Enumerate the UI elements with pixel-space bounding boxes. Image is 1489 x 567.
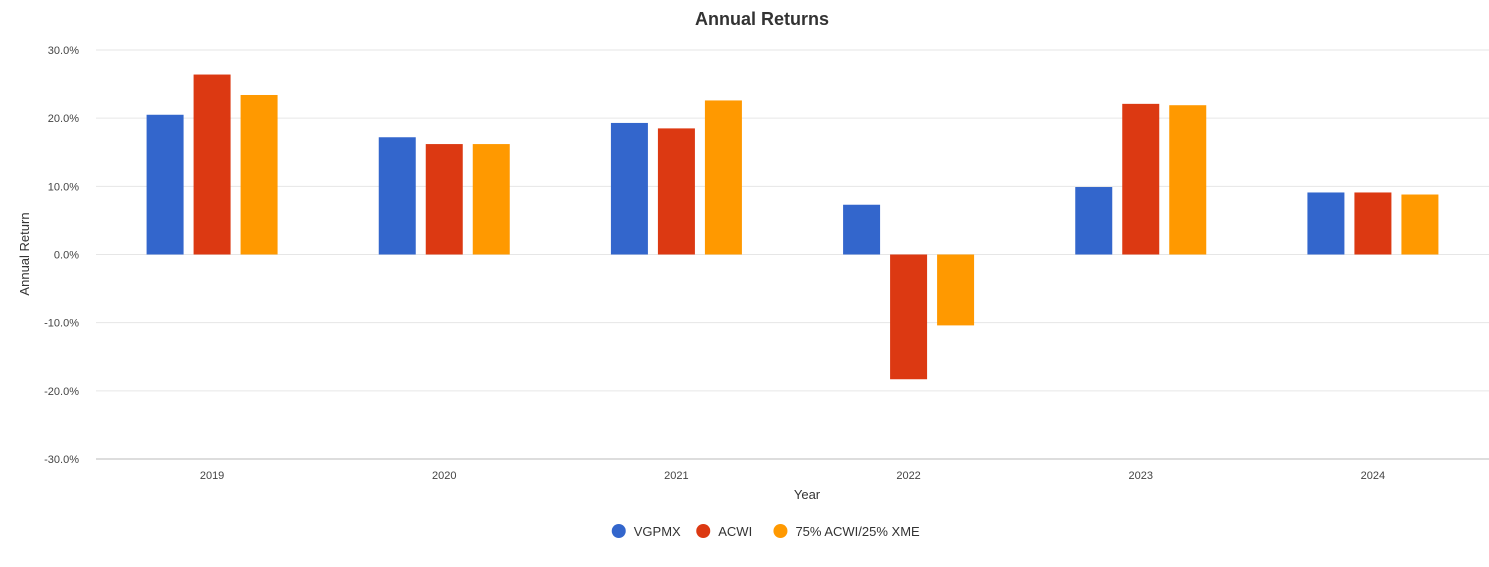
bar-75-acwi-25-xme-2021[interactable] (704, 100, 742, 255)
bar-acwi-2024[interactable] (1354, 192, 1392, 255)
y-tick-label: 0.0% (54, 250, 79, 262)
bar-vgpmx-2022[interactable] (843, 204, 881, 255)
legend-label: VGPMX (634, 524, 681, 539)
x-tick-label: 2020 (432, 470, 456, 482)
legend-swatch (773, 524, 788, 538)
legend: VGPMX ACWI 75% ACWI/25% XME (611, 524, 920, 539)
bar-vgpmx-2023[interactable] (1075, 187, 1113, 255)
bar-75-acwi-25-xme-2020[interactable] (472, 144, 510, 255)
legend-item[interactable]: 75% ACWI/25% XME (773, 524, 920, 539)
legend-swatch (696, 524, 711, 538)
y-axis-ticks: 30.0% 20.0% 10.0% 0.0% -10.0% -20.0% -30.0% (44, 45, 79, 466)
x-tick-label: 2019 (200, 470, 224, 482)
y-tick-label: -30.0% (44, 454, 79, 466)
bar-75-acwi-25-xme-2022[interactable] (937, 254, 975, 326)
y-tick-label: 10.0% (48, 181, 79, 193)
chart-title: Annual Returns (695, 9, 829, 29)
bar-acwi-2022[interactable] (890, 254, 928, 380)
bar-75-acwi-25-xme-2024[interactable] (1401, 194, 1439, 255)
bar-vgpmx-2020[interactable] (378, 137, 416, 255)
x-tick-label: 2024 (1361, 470, 1385, 482)
y-axis-label: Annual Return (17, 212, 32, 295)
legend-label: ACWI (718, 524, 752, 539)
x-tick-label: 2021 (664, 470, 688, 482)
legend-item[interactable]: VGPMX (611, 524, 681, 539)
bar-vgpmx-2024[interactable] (1307, 192, 1345, 255)
bar-acwi-2019[interactable] (193, 74, 231, 255)
x-tick-label: 2022 (896, 470, 920, 482)
y-tick-label: 30.0% (48, 45, 79, 57)
bar-75-acwi-25-xme-2019[interactable] (240, 94, 278, 255)
bar-vgpmx-2021[interactable] (610, 122, 648, 255)
gridlines (96, 49, 1489, 460)
x-axis-ticks: 2019 2020 2021 2022 2023 2024 (200, 470, 1385, 482)
bar-vgpmx-2019[interactable] (146, 114, 184, 255)
legend-swatch (611, 524, 626, 538)
x-tick-label: 2023 (1129, 470, 1153, 482)
bars (146, 74, 1439, 380)
bar-acwi-2021[interactable] (657, 128, 695, 255)
bar-acwi-2023[interactable] (1122, 103, 1160, 255)
y-tick-label: -20.0% (44, 386, 79, 398)
bar-acwi-2020[interactable] (425, 144, 463, 255)
y-tick-label: 20.0% (48, 113, 79, 125)
x-axis-label: Year (794, 487, 821, 502)
legend-label: 75% ACWI/25% XME (795, 524, 920, 539)
bar-75-acwi-25-xme-2023[interactable] (1169, 105, 1207, 255)
legend-item[interactable]: ACWI (696, 524, 752, 539)
y-tick-label: -10.0% (44, 318, 79, 330)
